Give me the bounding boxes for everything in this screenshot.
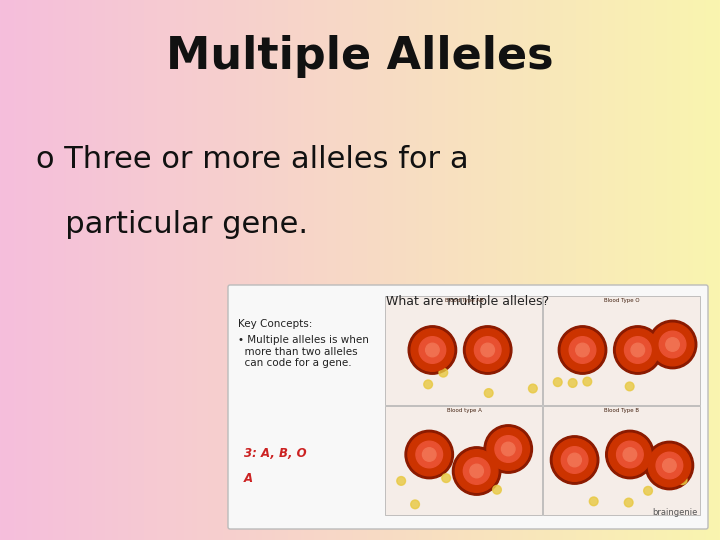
Text: braingenie: braingenie xyxy=(652,508,698,517)
Circle shape xyxy=(481,343,495,357)
Circle shape xyxy=(648,444,690,487)
Circle shape xyxy=(558,326,607,374)
Circle shape xyxy=(485,389,493,397)
Circle shape xyxy=(484,425,533,473)
Circle shape xyxy=(631,343,644,357)
Bar xyxy=(543,406,700,515)
Circle shape xyxy=(648,320,697,369)
Circle shape xyxy=(487,428,529,470)
Bar xyxy=(385,406,542,515)
Circle shape xyxy=(411,329,454,372)
Circle shape xyxy=(408,433,451,476)
Circle shape xyxy=(528,384,537,393)
Circle shape xyxy=(662,458,676,472)
Circle shape xyxy=(625,382,634,391)
Circle shape xyxy=(624,498,633,507)
Circle shape xyxy=(660,331,686,358)
Circle shape xyxy=(467,329,509,372)
Circle shape xyxy=(645,441,693,490)
Circle shape xyxy=(470,464,483,478)
Circle shape xyxy=(624,337,651,363)
FancyBboxPatch shape xyxy=(228,285,708,529)
Circle shape xyxy=(583,377,592,386)
Circle shape xyxy=(452,447,501,495)
Text: Key Concepts:: Key Concepts: xyxy=(238,319,312,329)
Bar xyxy=(543,296,700,405)
Circle shape xyxy=(464,458,490,484)
Circle shape xyxy=(439,368,448,377)
Text: • Multiple alleles is when
  more than two alleles
  can code for a gene.: • Multiple alleles is when more than two… xyxy=(238,335,369,368)
Text: Multiple Alleles: Multiple Alleles xyxy=(166,35,554,78)
Circle shape xyxy=(623,448,636,461)
Circle shape xyxy=(561,329,604,372)
Circle shape xyxy=(419,337,446,363)
Circle shape xyxy=(423,448,436,461)
Text: o Three or more alleles for a: o Three or more alleles for a xyxy=(36,145,469,174)
Bar xyxy=(385,296,542,405)
Text: particular gene.: particular gene. xyxy=(36,210,308,239)
Circle shape xyxy=(613,326,662,374)
Circle shape xyxy=(666,338,680,352)
Circle shape xyxy=(416,441,443,468)
Circle shape xyxy=(616,329,659,372)
Circle shape xyxy=(616,441,643,468)
Circle shape xyxy=(644,487,652,495)
Circle shape xyxy=(568,453,581,467)
Circle shape xyxy=(405,430,454,478)
Circle shape xyxy=(652,323,694,366)
Circle shape xyxy=(576,343,589,357)
Circle shape xyxy=(464,326,512,374)
Circle shape xyxy=(570,337,596,363)
Circle shape xyxy=(455,450,498,492)
Text: Blood Type AB: Blood Type AB xyxy=(445,298,483,303)
Circle shape xyxy=(568,379,577,387)
Circle shape xyxy=(474,337,501,363)
Circle shape xyxy=(606,430,654,478)
Circle shape xyxy=(554,378,562,387)
Circle shape xyxy=(590,497,598,505)
Text: Blood Type O: Blood Type O xyxy=(604,298,640,303)
Circle shape xyxy=(562,447,588,473)
Circle shape xyxy=(410,500,420,509)
Circle shape xyxy=(608,433,651,476)
Circle shape xyxy=(656,452,683,479)
Circle shape xyxy=(550,436,599,484)
Text: Blood type A: Blood type A xyxy=(446,408,482,413)
Text: A: A xyxy=(244,472,253,485)
Circle shape xyxy=(553,438,596,481)
Circle shape xyxy=(426,343,439,357)
Circle shape xyxy=(408,326,456,374)
Circle shape xyxy=(442,474,451,482)
Circle shape xyxy=(397,477,405,485)
Circle shape xyxy=(495,436,521,462)
Circle shape xyxy=(424,380,433,389)
Text: 3: A, B, O: 3: A, B, O xyxy=(244,447,307,460)
Text: What are multiple alleles?: What are multiple alleles? xyxy=(387,295,549,308)
Circle shape xyxy=(678,476,687,484)
Circle shape xyxy=(492,485,501,494)
Circle shape xyxy=(501,442,515,456)
Text: Blood Type B: Blood Type B xyxy=(605,408,639,413)
